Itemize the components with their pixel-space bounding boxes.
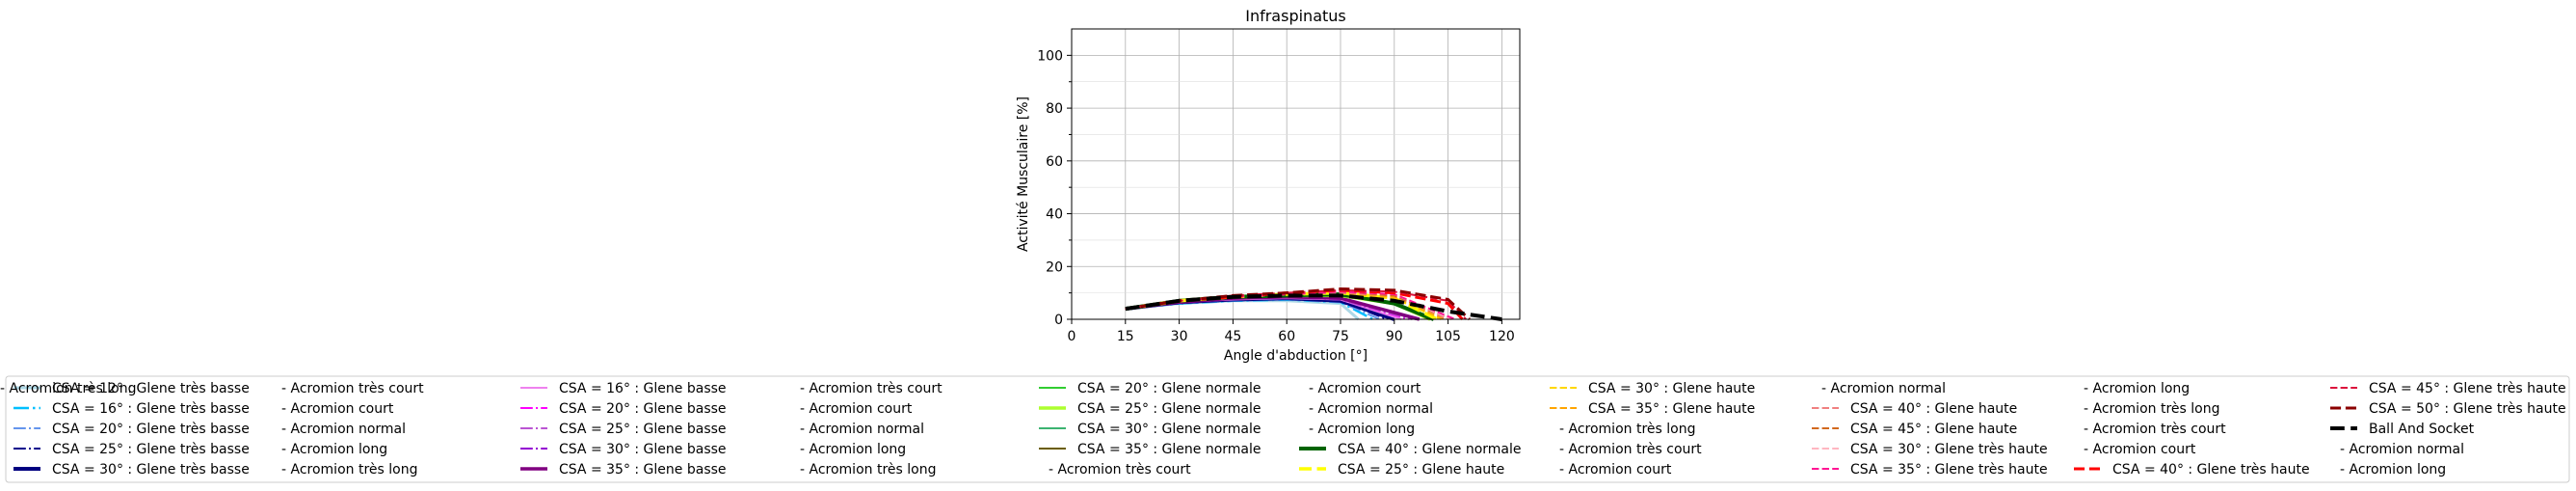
- series-line: [1125, 293, 1502, 321]
- legend-label: CSA = 30° : Glene normale: [1077, 422, 1261, 437]
- legend-label: CSA = 30° : Glene haute: [1588, 381, 1755, 396]
- legend-label: CSA = 35° : Glene normale: [1077, 442, 1261, 457]
- legend-label: CSA = 25° : Glene basse: [559, 422, 727, 437]
- legend-label: - Acromion normal: [1821, 381, 1946, 396]
- x-tick-label: 60: [1278, 329, 1295, 344]
- legend-label: CSA = 16° : Glene basse: [559, 381, 727, 396]
- x-tick-label: 75: [1332, 329, 1349, 344]
- legend-label: - Acromion très court: [281, 381, 424, 396]
- legend-label: CSA = 20° : Glene basse: [559, 401, 727, 417]
- legend-label: Ball And Socket: [2369, 422, 2475, 437]
- legend-label: - Acromion court: [800, 401, 913, 417]
- legend-label: - Acromion long: [2340, 462, 2446, 477]
- x-axis-title: Angle d'abduction [°]: [1224, 348, 1368, 364]
- legend-label: CSA = 25° : Glene très basse: [52, 442, 250, 457]
- legend-label: CSA = 25° : Glene normale: [1077, 401, 1261, 417]
- legend-label: CSA = 40° : Glene très haute: [2112, 462, 2310, 477]
- legend-label: - Acromion très court: [1049, 462, 1191, 477]
- legend-label: - Acromion court: [281, 401, 394, 417]
- y-axis-title: Activité Musculaire [%]: [1016, 96, 1031, 252]
- legend-label: - Acromion long: [281, 442, 387, 457]
- plot-frame: [1071, 28, 1521, 320]
- y-tick-label: 20: [1046, 259, 1063, 275]
- legend-label: - Acromion court: [1309, 381, 1421, 396]
- x-tick-label: 0: [1068, 329, 1076, 344]
- legend-label: CSA = 45° : Glene très haute: [2369, 381, 2566, 396]
- y-tick-label: 0: [1054, 313, 1063, 328]
- legend-label: - Acromion normal: [1309, 401, 1433, 417]
- x-tick-label: 90: [1386, 329, 1403, 344]
- legend-label: - Acromion court: [2084, 442, 2196, 457]
- legend-label: CSA = 12° : Glene très basse: [52, 381, 250, 396]
- chart-title: Infraspinatus: [1245, 7, 1346, 25]
- x-tick-label: 120: [1489, 329, 1515, 344]
- legend-label: CSA = 35° : Glene très haute: [1850, 462, 2048, 477]
- legend-label: - Acromion très court: [1559, 442, 1702, 457]
- ticks: 0 15 30 45 60 75 90 105 120 0 20 40 60 80 100: [1037, 48, 1515, 344]
- legend-label: - Acromion très court: [800, 381, 943, 396]
- y-tick-label: 100: [1037, 48, 1063, 64]
- legend-label: - Acromion normal: [800, 422, 924, 437]
- legend-label: - Acromion court: [1559, 462, 1672, 477]
- legend-label: CSA = 40° : Glene haute: [1850, 401, 2017, 417]
- series-group: [1125, 287, 1502, 321]
- legend-label: CSA = 20° : Glene normale: [1077, 381, 1261, 396]
- y-tick-label: 40: [1046, 207, 1063, 223]
- x-tick-label: 15: [1117, 329, 1134, 344]
- legend-label: - Acromion très long: [1559, 422, 1695, 437]
- x-tick-label: 105: [1435, 329, 1461, 344]
- legend-label: CSA = 20° : Glene très basse: [52, 422, 250, 437]
- legend-label: - Acromion très long: [281, 462, 417, 477]
- legend-label: CSA = 30° : Glene très basse: [52, 462, 250, 477]
- legend-label: - Acromion très long: [0, 381, 136, 396]
- legend-label: CSA = 16° : Glene très basse: [52, 401, 250, 417]
- legend-label: CSA = 25° : Glene haute: [1338, 462, 1504, 477]
- x-tick-label: 45: [1224, 329, 1241, 344]
- legend-label: CSA = 35° : Glene basse: [559, 462, 727, 477]
- x-tick-label: 30: [1171, 329, 1188, 344]
- legend-label: CSA = 45° : Glene haute: [1850, 422, 2017, 437]
- legend-label: - Acromion long: [1309, 422, 1415, 437]
- legend-label: - Acromion long: [2084, 381, 2190, 396]
- legend: CSA = 12° : Glene très basse CSA = 16° : …: [0, 375, 2570, 483]
- legend-label: CSA = 40° : Glene normale: [1338, 442, 1522, 457]
- y-tick-label: 80: [1046, 101, 1063, 117]
- legend-label: - Acromion très long: [2084, 401, 2219, 417]
- legend-label: CSA = 50° : Glene très haute: [2369, 401, 2566, 417]
- legend-label: CSA = 35° : Glene haute: [1588, 401, 1755, 417]
- legend-frame: [5, 375, 2570, 483]
- legend-label: - Acromion normal: [281, 422, 406, 437]
- legend-label: - Acromion très court: [2084, 422, 2226, 437]
- legend-label: - Acromion normal: [2340, 442, 2464, 457]
- legend-label: - Acromion très long: [800, 462, 936, 477]
- legend-label: CSA = 30° : Glene basse: [559, 442, 727, 457]
- y-tick-label: 60: [1046, 154, 1063, 170]
- legend-label: CSA = 30° : Glene très haute: [1850, 442, 2048, 457]
- legend-label: - Acromion long: [800, 442, 906, 457]
